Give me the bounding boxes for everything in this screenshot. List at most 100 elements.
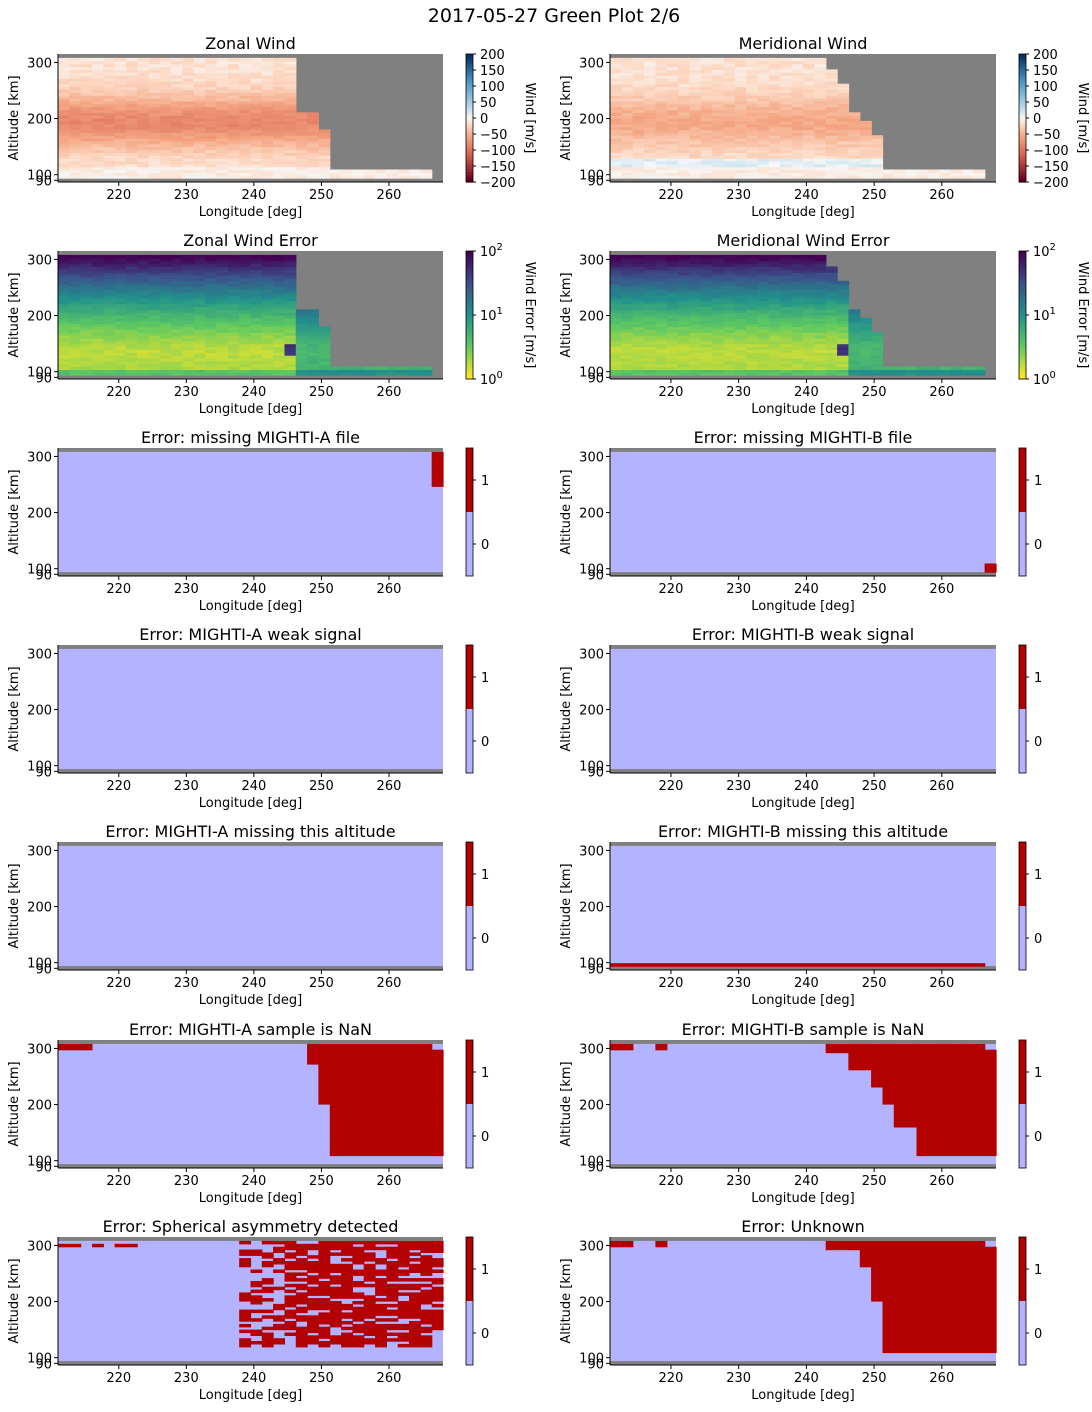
heatmap-cell [69,72,82,76]
heatmap-cell [159,109,172,113]
heatmap-cell [80,263,93,267]
heatmap-cell [837,326,850,330]
heatmap-cell [803,158,815,162]
heatmap-cell [791,63,804,68]
heatmap-cell [375,1069,387,1074]
heatmap-cell [825,172,838,176]
heatmap-cell [655,103,668,108]
colorbar-gradient-step [1019,363,1026,367]
heatmap-cell [148,283,161,287]
heatmap-cell [171,372,184,376]
heatmap-cell [69,80,82,85]
heatmap-cell [261,172,274,176]
heatmap-cell [882,963,895,967]
heatmap-cell [610,346,622,350]
heatmap-cell [80,349,93,353]
heatmap-cell [757,112,770,116]
heatmap-cell [655,363,668,368]
heatmap-cell [125,335,138,339]
heatmap-cell [803,138,815,142]
heatmap-cell [882,1058,895,1062]
heatmap-cell [137,169,150,173]
heatmap-cell [397,1115,410,1119]
heatmap-cell [205,86,218,90]
heatmap-cell [837,123,850,128]
heatmap-cell [409,1075,421,1079]
heatmap-cell [746,100,759,105]
heatmap-cell [352,1046,365,1051]
heatmap-cell [182,257,195,262]
heatmap-cell [746,272,759,276]
heatmap-cell [148,352,161,356]
heatmap-cell [655,95,668,99]
heatmap-cell [363,1135,376,1139]
heatmap-cell [700,366,713,370]
heatmap-cell [700,260,713,265]
heatmap-cell [363,372,376,376]
x-tick-label: 230 [174,1174,199,1189]
heatmap-cell [814,309,827,313]
heatmap-cell [103,129,116,133]
heatmap-cell [307,326,319,330]
heatmap-cell [632,126,645,131]
heatmap-cell [700,283,713,287]
colorbar-gradient-step [466,254,473,258]
heatmap-cell [791,75,804,79]
heatmap-cell [712,272,725,276]
heatmap-cell [329,1106,342,1111]
heatmap-cell [780,257,793,262]
heatmap-cell [678,257,691,262]
heatmap-cell [193,149,206,153]
heatmap-cell [431,466,444,470]
heatmap-cell [58,75,70,79]
heatmap-cell [814,315,827,319]
heatmap-cell [882,1066,895,1071]
heatmap-cell [273,360,285,365]
heatmap-cell [420,1064,433,1068]
heatmap-cell [171,360,184,365]
heatmap-cell [58,263,70,267]
heatmap-cell [329,1152,342,1157]
heatmap-cell [239,83,252,88]
heatmap-cell [700,372,713,376]
heatmap-cell [137,263,150,267]
heatmap-cell [723,335,736,339]
heatmap-cell [341,1115,353,1119]
heatmap-cell [723,297,736,302]
heatmap-cell [712,100,725,105]
heatmap-cell [655,326,668,330]
heatmap-cell [193,126,206,131]
heatmap-cell [734,260,747,265]
heatmap-cell [610,115,622,119]
heatmap-cell [666,143,679,148]
heatmap-cell [610,1043,622,1048]
heatmap-cell [803,303,815,308]
heatmap-cell [610,963,622,967]
heatmap-cell [632,352,645,356]
heatmap-cell [227,312,240,316]
heatmap-cell [103,166,116,171]
heatmap-cell [768,326,781,330]
x-tick-label: 220 [106,582,131,597]
heatmap-cell [791,140,804,145]
heatmap-cell [397,1124,410,1128]
colorbar-gradient-step [466,143,473,148]
heatmap-cell [757,343,770,348]
heatmap-cell [386,1129,399,1134]
heatmap-cell [893,1078,906,1082]
x-tick-label: 250 [309,188,334,203]
heatmap-cell [431,1106,444,1111]
heatmap-cell [182,149,195,153]
heatmap-cell [227,257,240,262]
heatmap-cell [250,323,263,328]
heatmap-cell [159,297,172,302]
heatmap-cell [893,1075,906,1079]
heatmap-cell [666,295,679,299]
heatmap-cell [666,335,679,339]
heatmap-cell [837,283,850,287]
heatmap-cell [768,352,781,356]
heatmap-cell [273,372,285,376]
heatmap-cell [712,300,725,305]
heatmap-cell [125,83,138,88]
heatmap-cell [205,297,218,302]
